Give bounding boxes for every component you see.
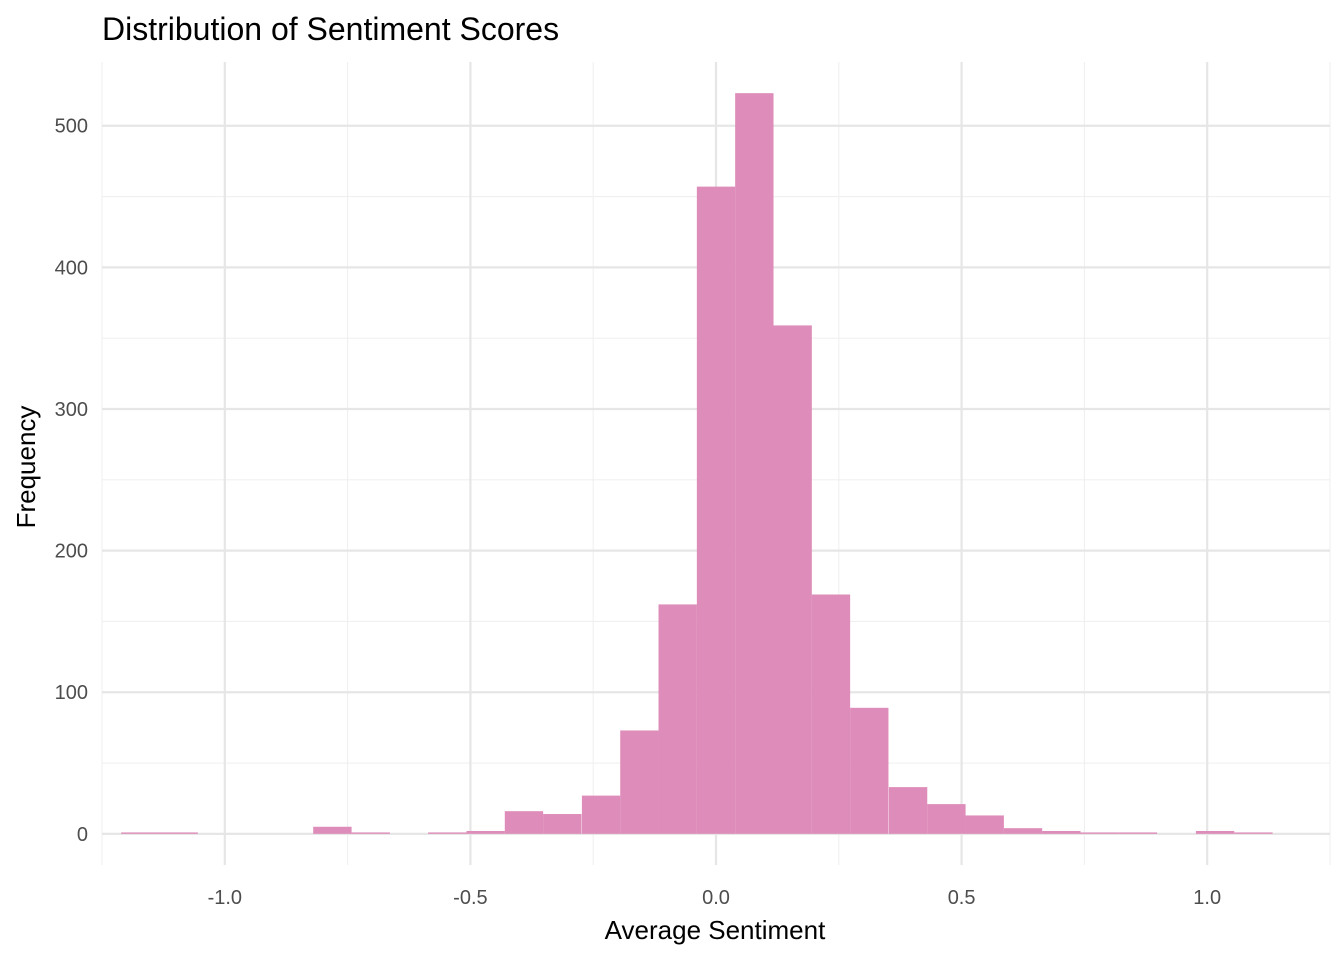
histogram-bar — [811, 594, 851, 834]
histogram-bar — [965, 815, 1004, 834]
histogram-bar — [1080, 832, 1119, 834]
histogram-bar — [620, 730, 659, 834]
histogram-bar — [121, 832, 160, 834]
histogram-bar — [1234, 832, 1273, 834]
histogram-bar — [504, 811, 544, 834]
y-axis-label: Frequency — [11, 406, 41, 529]
histogram-bar — [658, 604, 697, 834]
histogram-bar — [773, 325, 812, 834]
y-tick-label: 100 — [55, 682, 88, 704]
chart-title: Distribution of Sentiment Scores — [102, 11, 559, 47]
x-tick-label: 1.0 — [1193, 887, 1221, 909]
x-tick-label: 0.0 — [702, 887, 730, 909]
histogram-bar — [581, 795, 621, 834]
x-axis-label: Average Sentiment — [605, 915, 826, 945]
histogram-bar — [313, 826, 352, 834]
x-tick-label: -1.0 — [208, 887, 242, 909]
histogram-bar — [696, 186, 736, 834]
histogram-bar — [888, 787, 928, 834]
histogram-bar — [735, 93, 774, 834]
y-axis-ticks: 0 100 200 300 400 500 — [55, 116, 88, 846]
histogram-bar — [351, 832, 390, 834]
x-axis-ticks: -1.0 -0.5 0.0 0.5 1.0 — [208, 887, 1222, 909]
y-tick-label: 400 — [55, 257, 88, 279]
histogram-bar — [1003, 828, 1043, 834]
y-tick-label: 0 — [77, 824, 88, 846]
x-tick-label: -0.5 — [453, 887, 487, 909]
histogram-bar — [1042, 831, 1081, 834]
x-tick-label: 0.5 — [948, 887, 976, 909]
y-tick-label: 300 — [55, 399, 88, 421]
histogram-bar — [1118, 832, 1158, 834]
y-tick-label: 200 — [55, 541, 88, 563]
histogram-bar — [543, 814, 582, 834]
histogram-bar — [428, 832, 467, 834]
histogram-bar — [1195, 831, 1235, 834]
histogram-bar — [927, 804, 966, 834]
histogram-bar — [159, 832, 198, 834]
y-tick-label: 500 — [55, 116, 88, 138]
histogram-bar — [466, 831, 505, 834]
histogram-bars — [121, 93, 1273, 834]
histogram-bar — [850, 707, 889, 834]
